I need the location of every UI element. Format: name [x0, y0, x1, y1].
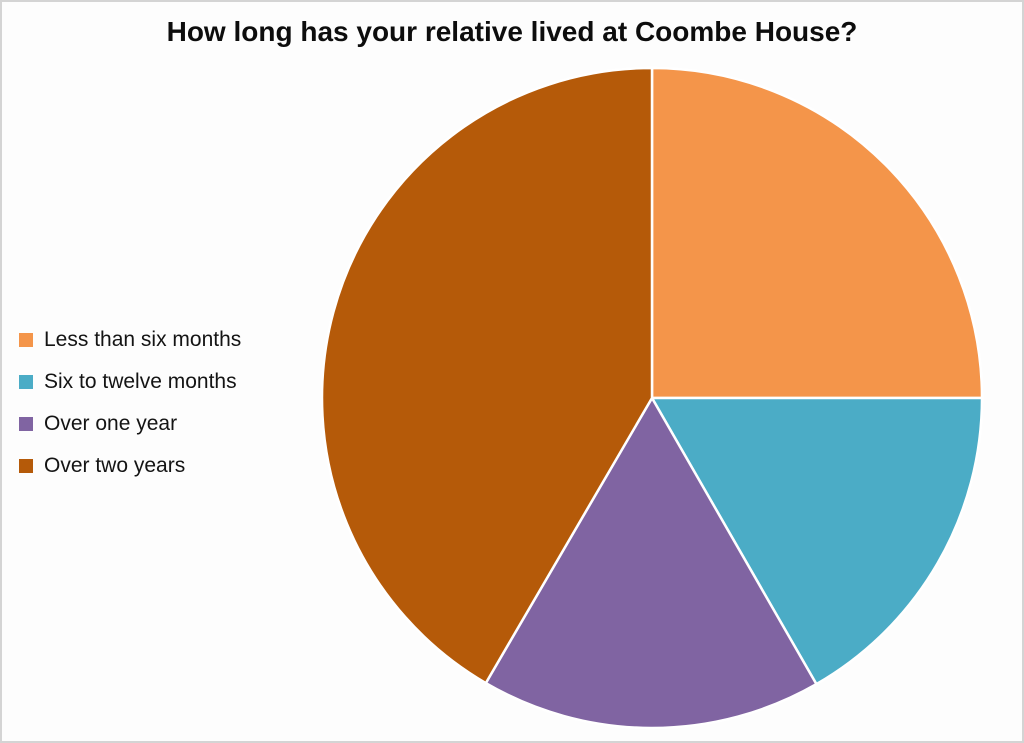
legend-item-six-to-twelve-months: Six to twelve months [19, 368, 241, 396]
pie-slice-3 [320, 66, 654, 685]
legend-swatch-over-one-year [19, 417, 33, 431]
legend-item-less-than-six-months: Less than six months [19, 326, 241, 354]
legend-label: Less than six months [44, 328, 242, 351]
chart-title: How long has your relative lived at Coom… [166, 16, 858, 47]
legend: Less than six months Six to twelve month… [19, 326, 241, 494]
legend-swatch-less-than-six-months [19, 333, 33, 347]
legend-label: Six to twelve months [44, 370, 237, 393]
legend-item-over-one-year: Over one year [19, 410, 241, 438]
legend-label: Over one year [44, 412, 178, 435]
pie-slice-0 [650, 66, 984, 400]
pie-slice-2 [484, 396, 818, 730]
legend-swatch-over-two-years [19, 459, 33, 473]
legend-label: Over two years [44, 454, 186, 477]
legend-swatch-six-to-twelve-months [19, 375, 33, 389]
pie-slice-1 [650, 396, 984, 686]
legend-item-over-two-years: Over two years [19, 452, 241, 480]
